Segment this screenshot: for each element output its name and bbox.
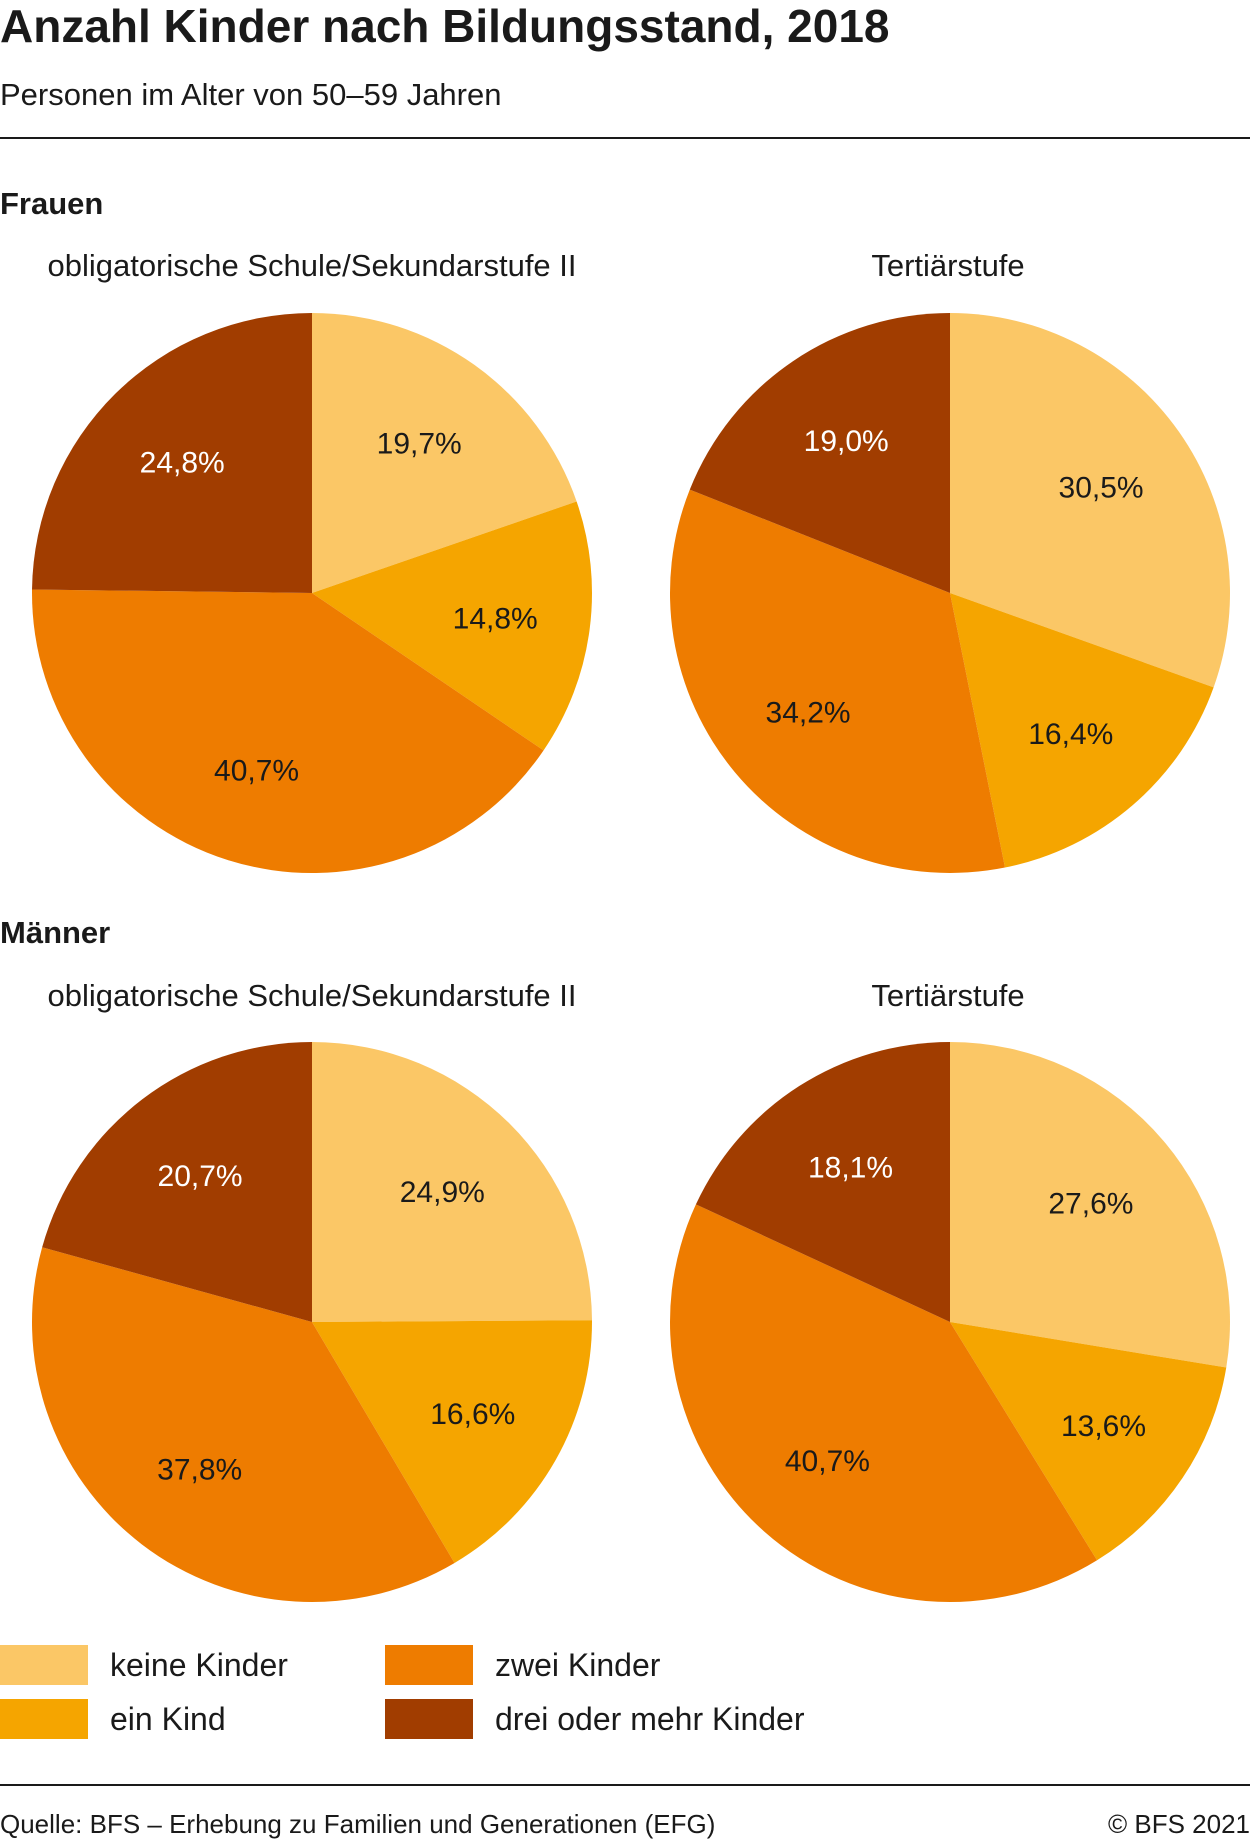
pie-chart-maenner-tertiaer: Tertiärstufe 27,6% 13,6% 40,7% 18,1% (670, 978, 1231, 1602)
pie-slice-label-keine-kinder: 27,6% (1048, 1187, 1133, 1220)
pie-slice-label-drei-oder-mehr-kinder: 24,8% (140, 447, 225, 480)
legend-item-ein-kind: ein Kind (0, 1699, 320, 1739)
pie-chart-frauen-tertiaer: Tertiärstufe 30,5% 16,4% 34,2% 19,0% (670, 248, 1230, 873)
pie-slice-label-zwei-kinder: 40,7% (214, 754, 299, 787)
pie-slice-label-ein-kind: 13,6% (1061, 1410, 1146, 1443)
pie-title: Tertiärstufe (871, 248, 1024, 283)
pie-slice-keine-kinder (950, 1042, 1231, 1368)
pie-slice-zwei-kinder (32, 589, 544, 873)
legend-swatch-keine-kinder (0, 1645, 88, 1685)
pie-slice-label-ein-kind: 16,6% (430, 1398, 515, 1431)
pie-title: Tertiärstufe (871, 978, 1024, 1013)
pie-slice-label-keine-kinder: 24,9% (400, 1176, 485, 1209)
pie-slice-drei-oder-mehr-kinder (689, 313, 950, 593)
pie-slice-label-zwei-kinder: 37,8% (157, 1454, 242, 1487)
pie-slice-label-ein-kind: 16,4% (1028, 718, 1113, 751)
pie-title: obligatorische Schule/Sekundarstufe II (47, 978, 576, 1013)
pie-slice-zwei-kinder (31, 1247, 455, 1603)
legend-item-zwei-kinder: zwei Kinder (385, 1645, 885, 1685)
legend-item-keine-kinder: keine Kinder (0, 1645, 320, 1685)
pie-slice-label-zwei-kinder: 40,7% (785, 1445, 870, 1478)
pie-slice-label-ein-kind: 14,8% (453, 602, 538, 635)
section-label-maenner: Männer (0, 915, 111, 950)
legend-swatch-drei-oder-mehr-kinder (385, 1699, 473, 1739)
pie-slice-zwei-kinder (670, 1204, 1098, 1602)
copyright-note: © BFS 2021 (1107, 1809, 1250, 1839)
pie-slice-label-keine-kinder: 19,7% (377, 428, 462, 461)
pie-slice-drei-oder-mehr-kinder (695, 1042, 950, 1322)
pie-slice-label-drei-oder-mehr-kinder: 19,0% (804, 425, 889, 458)
pie-chart-maenner-obligatorisch-sek2: obligatorische Schule/Sekundarstufe II 24… (31, 978, 592, 1603)
chart-title: Anzahl Kinder nach Bildungsstand, 2018 (0, 0, 890, 52)
pie-slice-ein-kind (312, 1320, 592, 1564)
legend-item-drei-oder-mehr-kinder: drei oder mehr Kinder (385, 1699, 885, 1739)
legend-label-drei-oder-mehr-kinder: drei oder mehr Kinder (495, 1701, 805, 1737)
footer-divider (0, 1784, 1250, 1786)
pie-slice-label-drei-oder-mehr-kinder: 20,7% (158, 1160, 243, 1193)
pie-slice-ein-kind (312, 501, 593, 751)
legend-label-keine-kinder: keine Kinder (110, 1647, 288, 1683)
source-note: Quelle: BFS – Erhebung zu Familien und G… (0, 1809, 716, 1839)
pie-slice-keine-kinder (312, 313, 577, 593)
pie-slice-zwei-kinder (670, 489, 1006, 873)
pie-slice-drei-oder-mehr-kinder (32, 313, 313, 593)
pie-slice-label-keine-kinder: 30,5% (1059, 472, 1144, 505)
pie-slice-drei-oder-mehr-kinder (42, 1042, 312, 1322)
pie-slice-ein-kind (950, 593, 1214, 868)
pie-chart-frauen-obligatorisch-sek2: obligatorische Schule/Sekundarstufe II 19… (32, 248, 593, 873)
chart-subtitle: Personen im Alter von 50–59 Jahren (0, 77, 502, 112)
pie-slice-ein-kind (950, 1322, 1227, 1561)
pie-charts: obligatorische Schule/Sekundarstufe II 19… (31, 248, 1231, 1603)
section-label-frauen: Frauen (0, 186, 104, 221)
pie-slice-keine-kinder (312, 1042, 592, 1322)
pie-title: obligatorische Schule/Sekundarstufe II (47, 248, 576, 283)
pie-slice-label-zwei-kinder: 34,2% (766, 696, 851, 729)
legend-label-zwei-kinder: zwei Kinder (495, 1647, 661, 1683)
legend-swatch-zwei-kinder (385, 1645, 473, 1685)
legend-swatch-ein-kind (0, 1699, 88, 1739)
header-divider (0, 137, 1250, 139)
pie-slice-keine-kinder (950, 313, 1230, 688)
pie-slice-label-drei-oder-mehr-kinder: 18,1% (808, 1151, 893, 1184)
legend-label-ein-kind: ein Kind (110, 1701, 226, 1737)
